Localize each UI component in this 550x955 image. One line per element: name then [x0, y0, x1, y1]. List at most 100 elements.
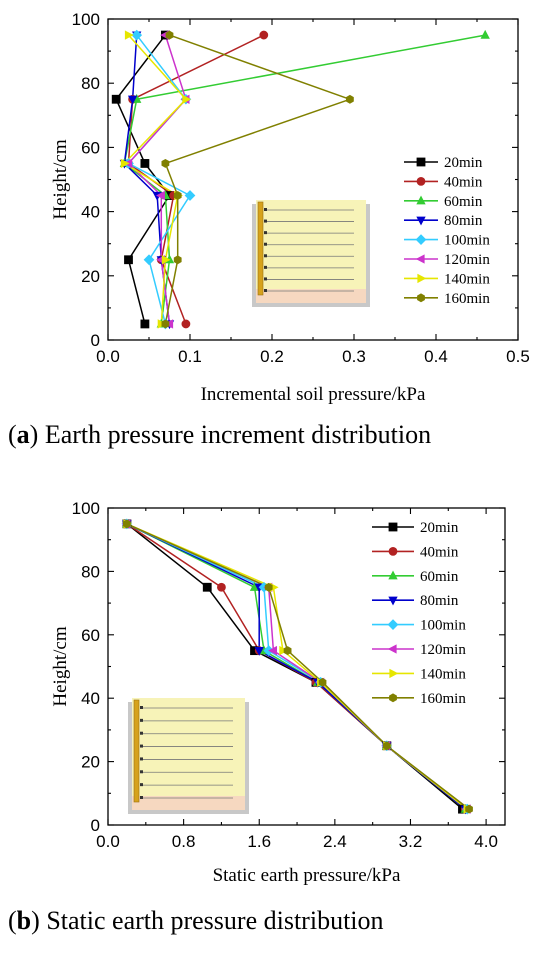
chart-a-point-20min-5 [140, 319, 150, 329]
chart-b-y-tick-label: 100 [72, 499, 100, 518]
caption-b-letter: b [16, 906, 32, 935]
chart-a-x-tick-label: 0.4 [424, 347, 448, 366]
chart-a-point-100min-0 [131, 29, 143, 41]
chart-a-y-axis-label: Height/cm [50, 139, 71, 219]
chart-b-point-160min-4 [382, 741, 391, 751]
chart-a-legend-label-140min: 140min [444, 271, 490, 287]
chart-a-series-line-140min [123, 34, 187, 324]
chart-b-x-tick-label: 3.2 [399, 832, 423, 851]
chart-a-point-160min-4 [173, 255, 182, 265]
chart-a-point-20min-2 [140, 159, 150, 168]
caption-b-text: Static earth pressure distribution [39, 906, 384, 935]
chart-a-point-160min-1 [345, 94, 354, 104]
chart-a-point-160min-2 [161, 158, 170, 168]
chart-a-model-inset [252, 200, 370, 307]
chart-a-x-tick-label: 0.0 [96, 347, 120, 366]
chart-a-series-line-100min [127, 34, 191, 325]
chart-a-y-tick-label: 100 [72, 10, 100, 29]
chart-a-point-140min-1 [182, 94, 192, 104]
chart-a-legend-label-20min: 20min [444, 155, 483, 171]
chart-a-y-tick-label: 40 [81, 203, 100, 222]
chart-b-y-tick-label: 80 [81, 562, 100, 581]
chart-a-point-40min-5 [181, 319, 191, 329]
chart-b-legend-label-100min: 100min [420, 618, 466, 634]
chart-a-legend-marker-80min [416, 216, 426, 226]
chart-b-legend-label-160min: 160min [420, 691, 466, 707]
chart-a-y-tick-label: 60 [81, 138, 100, 157]
chart-b-y-tick-label: 40 [81, 689, 100, 708]
chart-b-y-tick-label: 20 [81, 753, 100, 772]
chart-a-legend-label-60min: 60min [444, 194, 483, 210]
chart-b-point-160min-3 [318, 677, 327, 687]
chart-a-point-160min-3 [173, 191, 182, 200]
chart-b-legend-marker-100min [387, 619, 399, 630]
chart-b-y-axis-label: Height/cm [50, 626, 71, 706]
chart-a-point-100min-3 [184, 190, 196, 201]
chart-a-point-20min-1 [111, 94, 121, 104]
chart-b-x-tick-label: 0.8 [172, 832, 196, 851]
chart-a-point-160min-0 [165, 30, 174, 40]
chart-b-point-40min-1 [217, 582, 226, 592]
chart-b-point-140min-2 [279, 645, 289, 656]
chart-a-x-tick-label: 0.5 [506, 347, 530, 366]
chart-a-series-line-80min [123, 35, 171, 324]
earth-pressure-increment-chart: 0.0 0.1 0.2 0.3 0.4 0.5 0 20 40 60 80 100 Incrementa… [50, 10, 530, 405]
chart-a-point-40min-0 [259, 30, 269, 40]
chart-a-legend-label-100min: 100min [444, 233, 490, 249]
chart-b-legend-label-80min: 80min [420, 593, 459, 609]
chart-a-legend-label-160min: 160min [444, 291, 490, 307]
chart-b-x-tick-label: 1.6 [247, 832, 271, 851]
chart-a-legend-marker-20min [416, 157, 426, 167]
chart-b-point-160min-5 [465, 804, 473, 814]
caption-a-letter: a [16, 420, 30, 449]
chart-a-legend-label-120min: 120min [444, 252, 490, 268]
chart-b-legend-marker-20min [388, 522, 398, 532]
chart-a-y-tick-label: 0 [91, 331, 100, 350]
caption-a-text: Earth pressure increment distribution [38, 420, 432, 449]
chart-b-legend-label-60min: 60min [420, 569, 459, 585]
chart-a-series-line-40min [127, 34, 265, 325]
chart-a-series-line-160min [164, 34, 351, 325]
chart-b-legend-marker-120min [387, 644, 397, 654]
chart-b-legend-label-40min: 40min [420, 544, 459, 560]
chart-b-model-inset [128, 698, 249, 814]
chart-a-point-100min-4 [143, 254, 155, 266]
chart-b-legend-label-140min: 140min [420, 666, 466, 682]
chart-b-point-80min-2 [254, 646, 264, 656]
chart-a-point-60min-0 [480, 29, 490, 39]
chart-a-legend-marker-100min [415, 234, 427, 245]
chart-a-point-140min-4 [161, 255, 171, 265]
chart-b-legend-label-120min: 120min [420, 642, 466, 658]
chart-b-legend-marker-80min [388, 596, 398, 606]
chart-a-legend-marker-60min [416, 195, 426, 205]
chart-a-y-tick-label: 20 [81, 267, 100, 286]
chart-b-y-tick-label: 60 [81, 626, 100, 645]
chart-a-point-160min-5 [161, 319, 170, 329]
chart-a-legend: 20min 40min 60min 80min 100min 120min 140min 16… [404, 155, 490, 307]
chart-a-legend-marker-140min [417, 273, 427, 284]
static-earth-pressure-chart: 0.0 0.8 1.6 2.4 3.2 4.0 0 20 40 60 80 100 Static ear… [50, 499, 506, 886]
chart-a-x-axis-label: Incremental soil pressure/kPa [201, 384, 426, 405]
chart-a-legend-label-40min: 40min [444, 174, 483, 190]
chart-a-x-tick-label: 0.1 [178, 347, 202, 366]
chart-a-series-line-20min [115, 34, 171, 325]
chart-a-series-line-120min [127, 34, 187, 324]
chart-a-y-tick-label: 80 [81, 74, 100, 93]
chart-a-point-140min-2 [120, 158, 130, 169]
chart-a-legend-marker-160min [417, 293, 425, 303]
chart-a-point-140min-0 [124, 30, 134, 40]
chart-a-x-tick-label: 0.3 [342, 347, 366, 366]
chart-b-legend-marker-140min [389, 668, 399, 679]
chart-b-legend: 20min 40min 60min 80min 100min 120min 140min 16… [372, 520, 466, 707]
caption-b: (b) Static earth pressure distribution [8, 906, 384, 935]
chart-b-legend-marker-160min [389, 693, 397, 703]
chart-a-x-tick-label: 0.2 [260, 347, 284, 366]
chart-b-point-160min-1 [264, 582, 273, 592]
chart-b-x-tick-label: 0.0 [96, 832, 120, 851]
chart-b-point-160min-2 [283, 646, 292, 656]
chart-a-legend-marker-120min [415, 254, 425, 264]
chart-b-legend-marker-60min [388, 570, 398, 580]
chart-b-legend-label-20min: 20min [420, 520, 459, 536]
chart-b-series-line-160min [126, 523, 470, 810]
chart-b-point-20min-1 [202, 582, 212, 592]
